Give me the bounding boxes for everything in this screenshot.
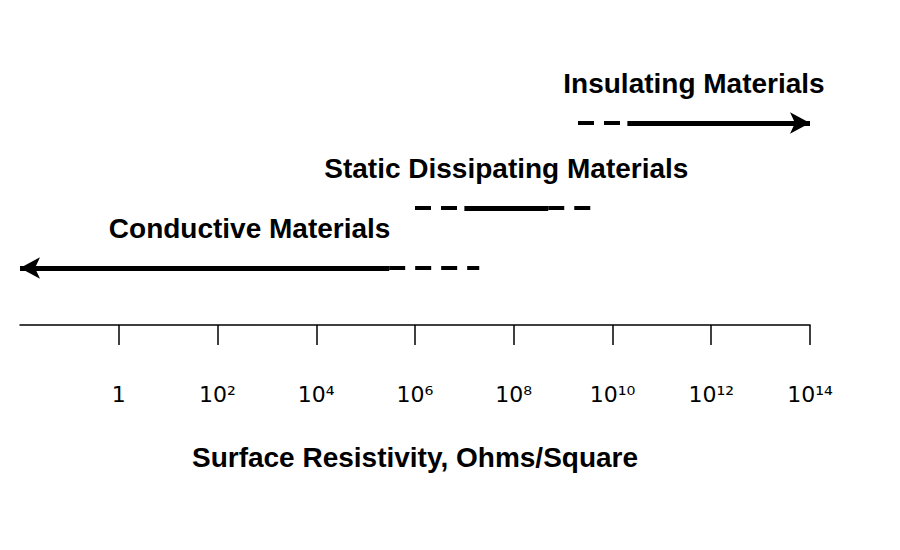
svg-text:10¹⁴: 10¹⁴ bbox=[787, 382, 833, 407]
svg-text:10¹²: 10¹² bbox=[688, 382, 734, 407]
svg-text:Conductive Materials: Conductive Materials bbox=[109, 213, 391, 244]
svg-text:Surface Resistivity, Ohms/Squa: Surface Resistivity, Ohms/Square bbox=[192, 442, 638, 473]
svg-text:10²: 10² bbox=[199, 382, 236, 407]
svg-text:10⁴: 10⁴ bbox=[298, 382, 335, 407]
svg-text:10⁶: 10⁶ bbox=[397, 382, 434, 407]
svg-text:Insulating Materials: Insulating Materials bbox=[563, 68, 824, 99]
svg-text:10⁸: 10⁸ bbox=[495, 382, 532, 407]
svg-text:1: 1 bbox=[112, 382, 126, 407]
svg-text:10¹⁰: 10¹⁰ bbox=[590, 382, 636, 407]
svg-text:Static Dissipating Materials: Static Dissipating Materials bbox=[324, 153, 688, 184]
